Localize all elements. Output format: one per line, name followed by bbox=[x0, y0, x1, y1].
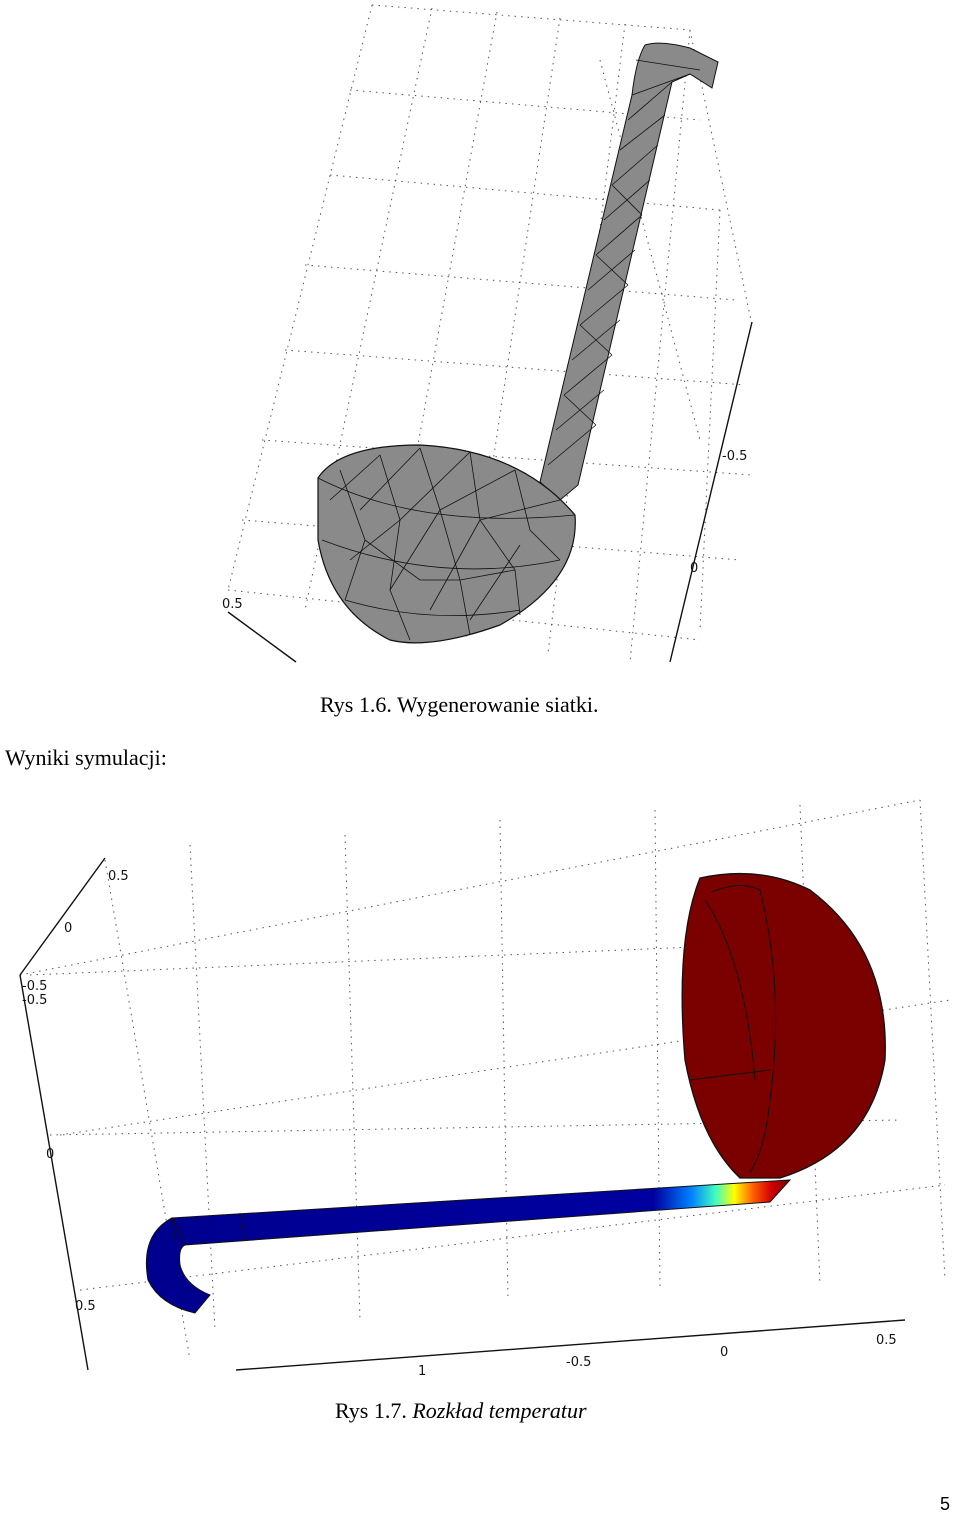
tick-label: 0.5 bbox=[108, 869, 129, 884]
tick-label: 0.5 bbox=[222, 597, 243, 612]
temperature-bottom-tick-labels: 1 -0.5 0 0.5 bbox=[418, 1333, 897, 1379]
mesh-grid bbox=[227, 4, 753, 663]
tick-label: 0.5 bbox=[75, 1299, 96, 1314]
mesh-tick-labels: -0.5 0 0.5 bbox=[222, 449, 747, 612]
tick-label: 1 bbox=[418, 1364, 426, 1379]
tick-label: -0.5 bbox=[566, 1355, 591, 1370]
page-number: 5 bbox=[939, 1494, 950, 1514]
ladle-mesh bbox=[317, 42, 719, 644]
tick-label: 0 bbox=[720, 1345, 728, 1360]
tick-label: -0.5 bbox=[722, 449, 747, 464]
temperature-grid bbox=[19, 799, 951, 1361]
ladle-handle-gradient bbox=[145, 1179, 792, 1314]
mesh-figure: -0.5 0 0.5 bbox=[222, 4, 753, 663]
tick-label: 0 bbox=[46, 1147, 54, 1162]
temperature-axes bbox=[19, 857, 906, 1371]
mesh-axes bbox=[227, 321, 753, 663]
tick-label: -0.5 bbox=[22, 993, 47, 1008]
figure2-caption: Rys 1.7. Rozkład temperatur bbox=[335, 1398, 587, 1424]
tick-label: 0 bbox=[64, 921, 72, 936]
figure2-caption-prefix: Rys 1.7. bbox=[335, 1398, 407, 1423]
figure1-caption: Rys 1.6. Wygenerowanie siatki. bbox=[320, 692, 599, 717]
temperature-figure: 0.5 0 -0.5 -0.5 0 0.5 1 -0.5 0 0.5 bbox=[19, 799, 951, 1379]
tick-label: 0 bbox=[690, 561, 698, 576]
ladle-bowl-hot bbox=[681, 872, 886, 1179]
section-heading: Wyniki symulacji: bbox=[5, 745, 167, 770]
temperature-left-tick-labels: 0.5 0 -0.5 -0.5 0 0.5 bbox=[22, 869, 129, 1314]
tick-label: -0.5 bbox=[22, 979, 47, 994]
figure2-caption-title: Rozkład temperatur bbox=[412, 1398, 587, 1423]
tick-label: 0.5 bbox=[876, 1333, 897, 1348]
